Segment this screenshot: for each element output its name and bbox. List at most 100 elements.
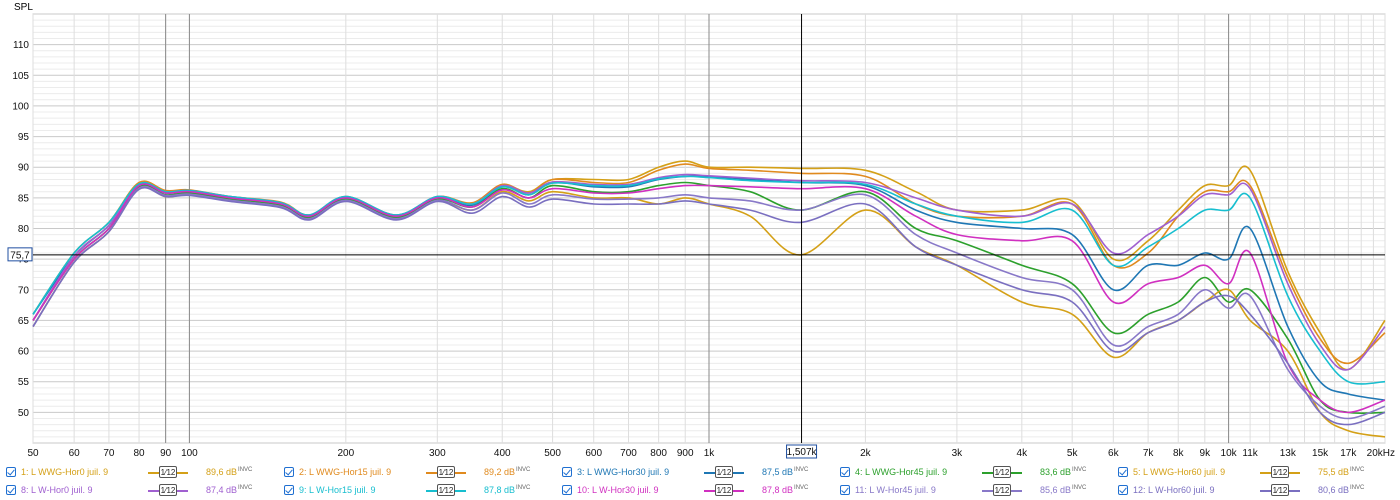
y-tick-label: 65 — [18, 316, 30, 327]
x-tick-label: 3k — [952, 448, 964, 459]
x-tick-label: 700 — [620, 448, 637, 459]
legend-level: 85,6 dBINVC — [1040, 485, 1087, 495]
legend-entry[interactable]: 10: L W-Hor30 juil. 9 1⁄12 87,8 dBINVC — [556, 482, 834, 500]
legend-entry[interactable]: 12: L W-Hor60 juil. 9 1⁄12 80,6 dBINVC — [1112, 482, 1390, 500]
smoothing-label: 1⁄12 — [1271, 466, 1289, 478]
x-tick-label: 50 — [27, 448, 39, 459]
x-tick-label: 600 — [585, 448, 602, 459]
frequency-response-chart: SPL 505560657075808590951001051105060708… — [7, 2, 1395, 459]
legend-entry-name: 3: L WWG-Hor30 juil. 9 — [577, 467, 670, 477]
smoothing-button[interactable]: 1⁄12 — [704, 484, 744, 498]
x-tick-label: 17k — [1340, 448, 1357, 459]
x-tick-label: 8k — [1173, 448, 1185, 459]
legend-level: 87,8 dBINVC — [762, 485, 809, 495]
x-tick-label: 15k — [1312, 448, 1329, 459]
x-tick-label: 400 — [494, 448, 511, 459]
series-line-7 — [32, 175, 1386, 385]
smoothing-button[interactable]: 1⁄12 — [426, 484, 466, 498]
legend-entry-name: 12: L W-Hor60 juil. 9 — [1133, 485, 1215, 495]
legend-entry[interactable]: 8: L W-Hor0 juil. 9 1⁄12 87,4 dBINVC — [0, 482, 278, 500]
legend-entry-name: 5: L WWG-Hor60 juil. 9 — [1133, 467, 1226, 477]
legend-checkbox[interactable] — [840, 467, 850, 477]
y-tick-label: 95 — [18, 132, 30, 143]
x-tick-label: 300 — [429, 448, 446, 459]
cursor-crosshair: 75,7 1,507k — [7, 14, 1385, 459]
legend-level: 75,5 dBINVC — [1318, 467, 1365, 477]
y-tick-label: 90 — [18, 163, 30, 174]
legend-checkbox[interactable] — [284, 485, 294, 495]
smoothing-label: 1⁄12 — [437, 466, 455, 478]
legend-checkbox[interactable] — [6, 485, 16, 495]
x-tick-label: 80 — [133, 448, 145, 459]
series-line-10 — [32, 187, 1386, 426]
x-tick-label: 60 — [69, 448, 81, 459]
cursor-y-readout: 75,7 — [10, 250, 30, 261]
smoothing-label: 1⁄12 — [159, 466, 177, 478]
legend-entry[interactable]: 2: L WWG-Hor15 juil. 9 1⁄12 89,2 dBINVC — [278, 464, 556, 482]
legend-entry-name: 2: L WWG-Hor15 juil. 9 — [299, 467, 392, 477]
x-tick-label: 100 — [181, 448, 198, 459]
legend-checkbox[interactable] — [562, 467, 572, 477]
legend-checkbox[interactable] — [840, 485, 850, 495]
y-tick-label: 85 — [18, 193, 30, 204]
legend-level: 83,6 dBINVC — [1040, 467, 1087, 477]
cursor-x-readout-box — [786, 444, 818, 459]
smoothing-button[interactable]: 1⁄12 — [1260, 484, 1300, 498]
smoothing-label: 1⁄12 — [715, 466, 733, 478]
x-tick-label: 20kHz — [1367, 448, 1395, 459]
axes: 5055606570758085909510010511050607080901… — [12, 40, 1395, 459]
legend-checkbox[interactable] — [562, 485, 572, 495]
smoothing-button[interactable]: 1⁄12 — [148, 466, 188, 480]
x-tick-label: 13k — [1280, 448, 1297, 459]
x-tick-label: 900 — [677, 448, 694, 459]
y-axis-label: SPL — [14, 2, 33, 13]
y-tick-label: 55 — [18, 377, 30, 388]
smoothing-button[interactable]: 1⁄12 — [704, 466, 744, 480]
x-tick-label: 200 — [337, 448, 354, 459]
x-tick-label: 2k — [860, 448, 872, 459]
x-tick-label: 70 — [103, 448, 115, 459]
legend-entry[interactable]: 5: L WWG-Hor60 juil. 9 1⁄12 75,5 dBINVC — [1112, 464, 1390, 482]
legend-entry[interactable]: 11: L W-Hor45 juil. 9 1⁄12 85,6 dBINVC — [834, 482, 1112, 500]
legend-entry-name: 9: L W-Hor15 juil. 9 — [299, 485, 376, 495]
plot-grid — [32, 13, 1386, 444]
cursor-y-readout-box — [7, 247, 33, 262]
smoothing-button[interactable]: 1⁄12 — [1260, 466, 1300, 480]
legend-level: 87,5 dBINVC — [762, 467, 809, 477]
response-curves — [32, 160, 1386, 438]
series-line-8 — [32, 183, 1386, 414]
cursor-x-readout: 1,507k — [787, 447, 818, 458]
legend-entry[interactable]: 4: L WWG-Hor45 juil. 9 1⁄12 83,6 dBINVC — [834, 464, 1112, 482]
legend-entry[interactable]: 1: L WWG-Hor0 juil. 9 1⁄12 89,6 dBINVC — [0, 464, 278, 482]
y-tick-label: 60 — [18, 347, 30, 358]
legend-checkbox[interactable] — [6, 467, 16, 477]
y-tick-label: 80 — [18, 224, 30, 235]
x-tick-label: 1k — [704, 448, 716, 459]
y-tick-label: 105 — [12, 71, 29, 82]
smoothing-button[interactable]: 1⁄12 — [426, 466, 466, 480]
legend-row-1: 1: L WWG-Hor0 juil. 9 1⁄12 89,6 dBINVC 2… — [0, 464, 1400, 482]
smoothing-button[interactable]: 1⁄12 — [982, 466, 1022, 480]
smoothing-button[interactable]: 1⁄12 — [148, 484, 188, 498]
x-tick-label: 9k — [1200, 448, 1212, 459]
legend-checkbox[interactable] — [1118, 467, 1128, 477]
x-tick-label: 800 — [650, 448, 667, 459]
legend-entry[interactable]: 9: L W-Hor15 juil. 9 1⁄12 87,8 dBINVC — [278, 482, 556, 500]
legend-entry-name: 10: L W-Hor30 juil. 9 — [577, 485, 659, 495]
legend-level: 89,2 dBINVC — [484, 467, 531, 477]
legend-level: 89,6 dBINVC — [206, 467, 253, 477]
legend: 1: L WWG-Hor0 juil. 9 1⁄12 89,6 dBINVC 2… — [0, 462, 1400, 500]
legend-entry-name: 11: L W-Hor45 juil. 9 — [855, 485, 936, 495]
y-tick-label: 100 — [12, 101, 29, 112]
x-tick-label: 4k — [1017, 448, 1029, 459]
smoothing-label: 1⁄12 — [715, 484, 733, 496]
series-line-4 — [32, 181, 1386, 415]
legend-checkbox[interactable] — [1118, 485, 1128, 495]
smoothing-label: 1⁄12 — [993, 484, 1011, 496]
x-tick-label: 10k — [1221, 448, 1238, 459]
legend-entry-name: 4: L WWG-Hor45 juil. 9 — [855, 467, 948, 477]
smoothing-button[interactable]: 1⁄12 — [982, 484, 1022, 498]
legend-checkbox[interactable] — [284, 467, 294, 477]
legend-entry[interactable]: 3: L WWG-Hor30 juil. 9 1⁄12 87,5 dBINVC — [556, 464, 834, 482]
y-tick-label: 50 — [18, 408, 30, 419]
